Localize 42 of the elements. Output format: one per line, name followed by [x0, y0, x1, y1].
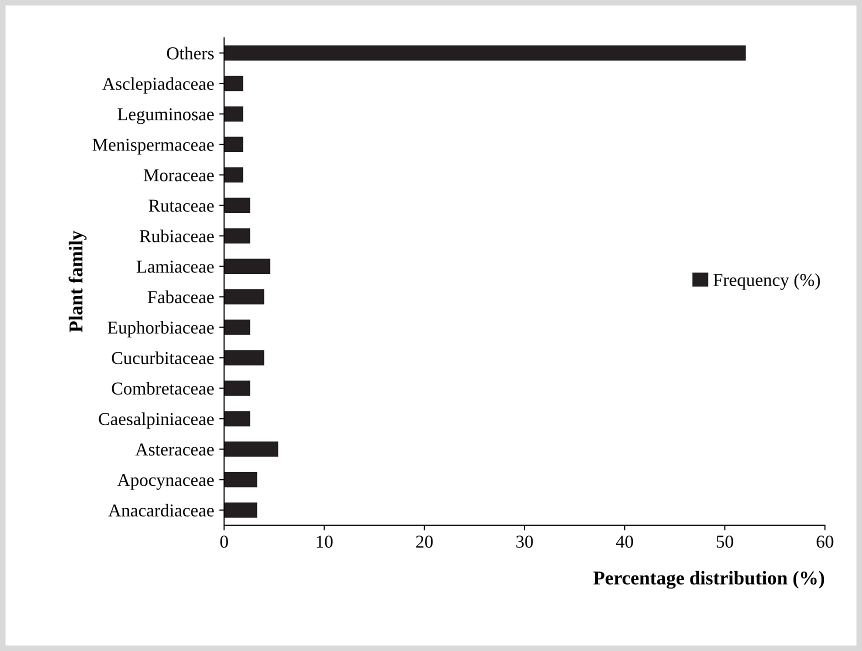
- x-tick-label: 40: [616, 536, 633, 548]
- x-tick-label: 30: [516, 536, 533, 548]
- y-tick-label: Combretaceae: [112, 382, 214, 395]
- y-tick-label: Menispermaceae: [92, 138, 214, 155]
- x-tick-label: 0: [220, 536, 228, 548]
- bar: [224, 350, 264, 366]
- bar: [224, 502, 258, 518]
- y-tick-label: Others: [167, 46, 214, 60]
- y-tick-label: Leguminosae: [118, 108, 214, 124]
- y-tick-label: Asteraceae: [135, 444, 214, 456]
- bar: [224, 442, 278, 457]
- y-tick-label: Caesalpiniaceae: [98, 412, 214, 429]
- x-tick-label: 10: [316, 536, 333, 548]
- y-tick-label: Cucurbitaceae: [112, 351, 214, 364]
- bar: [224, 136, 244, 152]
- y-tick-label: Asclepiadaceae: [102, 77, 214, 94]
- bar: [224, 289, 264, 304]
- x-axis-title: Percentage distribution (%): [593, 570, 824, 589]
- y-tick-label: Fabaceae: [148, 290, 214, 304]
- bar: [224, 411, 250, 426]
- y-tick-label: Rubiaceae: [140, 230, 214, 242]
- y-axis-title: Plant family: [68, 230, 87, 332]
- bar: [224, 45, 746, 61]
- bar: [224, 198, 250, 213]
- bar: [224, 380, 250, 396]
- bar: [224, 320, 250, 335]
- x-tick-label: 60: [816, 536, 834, 548]
- bar: [224, 472, 258, 488]
- y-tick-label: Euphorbiaceae: [108, 321, 214, 338]
- bar: [224, 106, 244, 122]
- y-tick-label: Apocynaceae: [117, 474, 214, 490]
- y-tick-label: Moraceae: [144, 169, 214, 182]
- bar: [224, 167, 244, 183]
- legend-label: Frequency (%): [713, 273, 820, 290]
- bar: [224, 258, 270, 274]
- bar: [224, 76, 244, 92]
- x-tick-label: 20: [416, 536, 433, 548]
- y-tick-label: Anacardiaceae: [108, 504, 214, 517]
- y-tick-label: Lamiaceae: [136, 260, 214, 273]
- bar: [224, 228, 250, 244]
- y-tick-label: Rutaceae: [148, 200, 214, 212]
- x-tick-label: 50: [716, 536, 734, 548]
